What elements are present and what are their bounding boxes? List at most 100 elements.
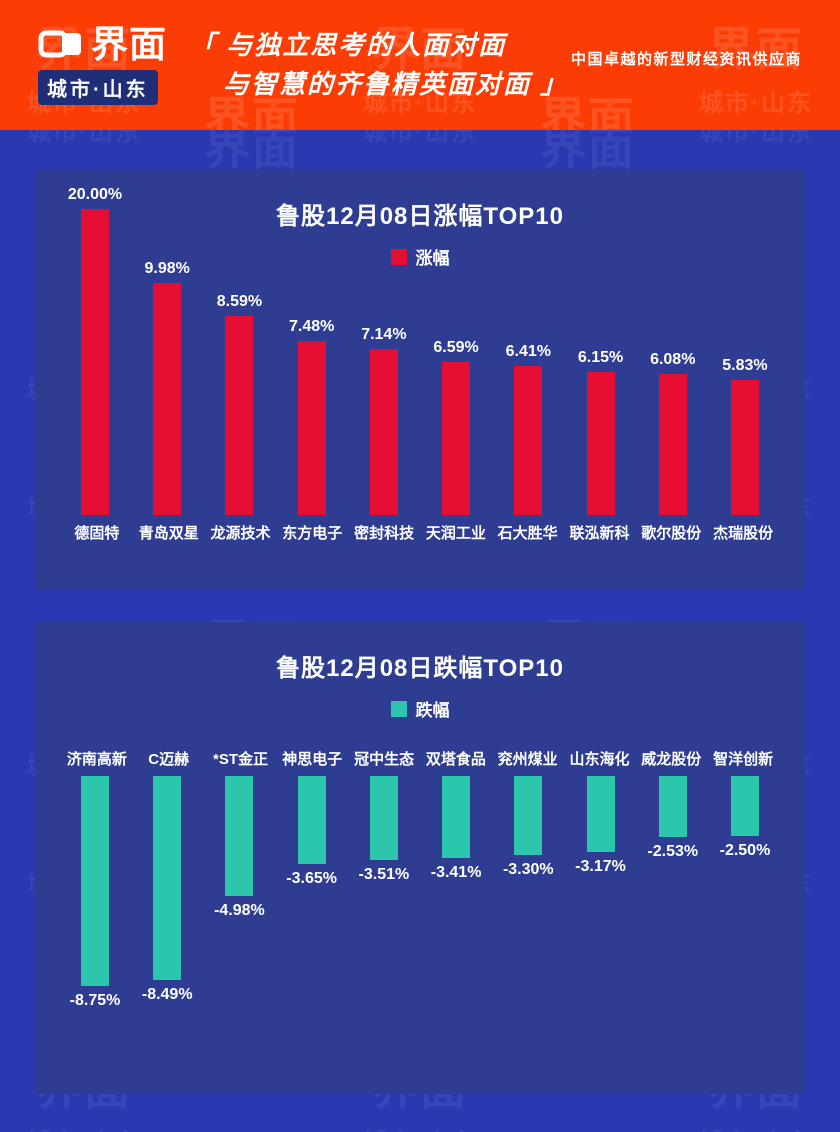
bar-column: -2.53% [639,776,707,861]
bar-category-label: 济南高新 [66,751,127,768]
losses-legend-swatch [390,700,407,717]
bar-column: 6.59% [422,339,490,515]
bar-column: 6.41% [494,343,562,515]
gains-chart-card: 鲁股12月08日涨幅TOP10 涨幅 20.00% 9.98% 8.59% 7.48%… [35,170,805,590]
bar-category-label: C迈赫 [148,751,190,768]
gain-bar [442,362,471,515]
gains-legend: 涨幅 [35,244,805,269]
loss-bar [81,776,109,986]
bar-category-label: 德固特 [74,525,120,542]
bar-column: 6.15% [567,349,635,515]
gain-bar [297,341,326,515]
bar-column: -8.49% [133,776,201,1004]
bar-category-label: 山东海化 [569,751,630,768]
bar-category-label: 密封科技 [354,525,415,542]
bar-value-label: 8.59% [216,293,263,310]
bar-value-label: -4.98% [214,902,265,919]
loss-bar [153,776,182,980]
header-quote-line1: 「 与独立思考的人面对面 [189,30,507,60]
gain-bar [658,374,687,515]
bar-column: -3.65% [278,776,346,888]
header-quote: 「 与独立思考的人面对面 与智慧的齐鲁精英面对面 」 [189,26,568,104]
losses-chart-title: 鲁股12月08日跌幅TOP10 [276,655,564,682]
bar-column: 20.00% [61,186,129,515]
bar-column: 8.59% [205,293,273,515]
losses-categories-row: 济南高新 C迈赫 *ST金正 神思电子 冠中生态 双塔食品 兖州煤业 山东海化 威龙股份 智洋创新 [61,748,779,769]
bar-column: -8.75% [61,776,129,1010]
bar-value-label: 9.98% [144,260,190,277]
bar-category-label: 东方电子 [282,525,343,542]
bar-column: -3.41% [422,776,490,882]
jiemian-logo: 界面 [38,26,167,63]
bar-column: -3.51% [350,776,418,884]
bar-column: -4.98% [205,776,273,920]
jiemian-logo-text: 界面 [91,23,167,65]
loss-bar [586,776,615,852]
bar-category-label: 冠中生态 [354,751,415,768]
loss-bar [658,776,687,837]
gain-bar [81,209,109,515]
bar-category-label: 双塔食品 [425,751,486,768]
bar-value-label: -3.65% [286,870,337,887]
header-quote-line2: 与智慧的齐鲁精英面对面 」 [223,69,569,99]
bar-category-label: 威龙股份 [641,751,702,768]
loss-bar [369,776,398,860]
bar-category-label: 青岛双星 [138,525,199,542]
gain-bar [730,380,759,515]
loss-bar [442,776,471,858]
bar-column: 6.08% [639,351,707,515]
gains-legend-label: 涨幅 [415,249,450,268]
bar-value-label: 5.83% [722,357,768,374]
bar-value-label: 6.15% [577,349,624,366]
gain-bar [514,366,543,515]
bar-value-label: -3.17% [575,858,626,875]
loss-bar [297,776,326,864]
gain-bar [153,283,182,515]
bar-value-label: -3.41% [430,864,482,881]
bar-column: -3.17% [567,776,635,876]
gains-categories-row: 德固特 青岛双星 龙源技术 东方电子 密封科技 天润工业 石大胜华 联泓新科 歌尔股份 杰瑞股份 [61,522,779,543]
bar-value-label: -8.49% [141,986,193,1003]
bar-category-label: 龙源技术 [210,525,271,542]
gain-bar [586,372,615,515]
bar-value-label: 7.48% [288,318,335,335]
loss-bar [730,776,759,836]
bar-category-label: 联泓新科 [569,525,630,542]
bar-value-label: 6.59% [433,339,479,356]
losses-legend: 跌幅 [35,696,805,721]
bar-column: 5.83% [711,357,779,515]
header-tagline: 中国卓越的新型财经资讯供应商 [570,51,802,68]
gains-bars-row: 20.00% 9.98% 8.59% 7.48% 7.14% 6.59% 6.41% 6.15… [61,185,779,515]
bar-category-label: 石大胜华 [497,525,558,542]
jiemian-logo-icon [38,28,84,60]
bar-column: 7.14% [350,326,418,515]
gains-chart-title: 鲁股12月08日涨幅TOP10 [276,203,564,230]
bar-category-label: *ST金正 [212,751,268,768]
bar-value-label: -3.51% [358,866,410,883]
losses-bars-row: -8.75% -8.49% -4.98% -3.65% -3.51% -3.41% -3.3… [61,776,779,1010]
bar-category-label: 神思电子 [282,751,343,768]
bar-column: 9.98% [133,260,201,515]
loss-bar [225,776,254,896]
gain-bar [225,316,254,515]
losses-legend-label: 跌幅 [415,701,450,720]
brand-logo-block: 界面 城市·山东 [38,26,167,105]
bar-column: -3.30% [494,776,562,879]
bar-value-label: 20.00% [67,186,123,203]
bar-category-label: 智洋创新 [713,751,774,768]
bar-column: 7.48% [278,318,346,515]
bar-column: -2.50% [711,776,779,860]
bar-category-label: 天润工业 [425,525,486,542]
bar-category-label: 歌尔股份 [641,525,702,542]
gain-bar [369,349,398,515]
bar-category-label: 杰瑞股份 [713,525,774,542]
bar-category-label: 兖州煤业 [497,751,558,768]
loss-bar [514,776,543,855]
bar-value-label: 7.14% [361,326,407,343]
bar-value-label: 6.41% [505,343,551,360]
bar-value-label: -3.30% [502,861,554,878]
bar-value-label: 6.08% [650,351,696,368]
bar-value-label: -2.53% [647,843,699,860]
